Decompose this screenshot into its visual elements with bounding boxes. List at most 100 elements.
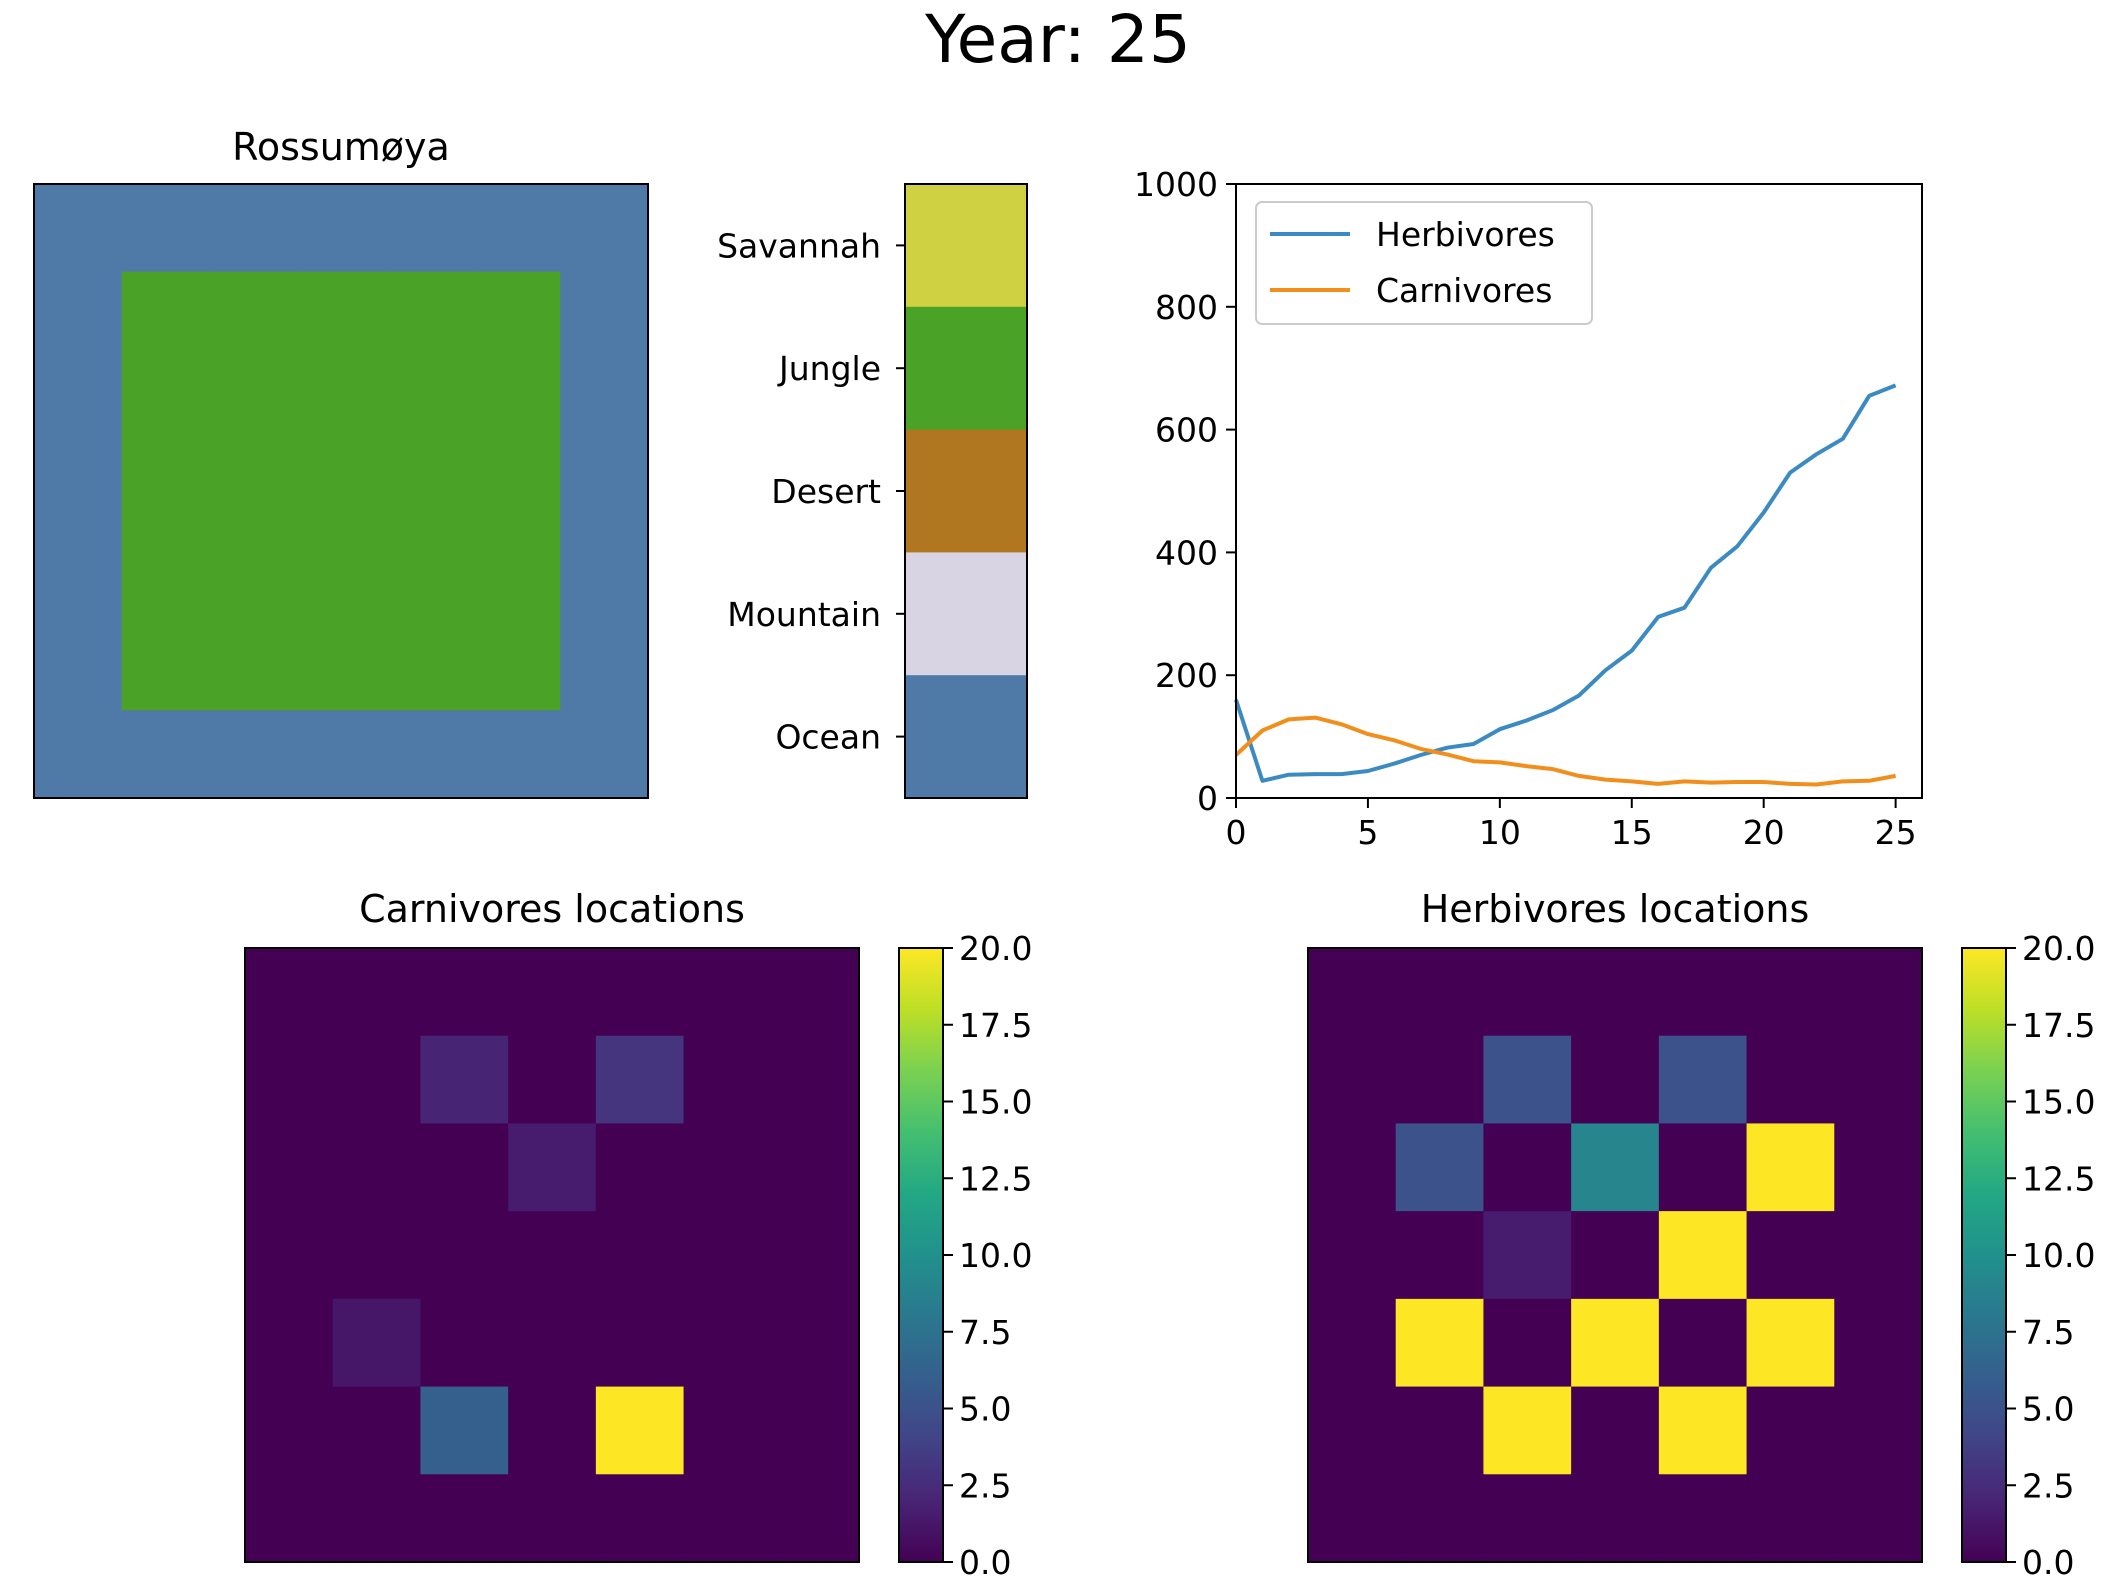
x-tick-label: 5 bbox=[1357, 813, 1378, 852]
heatmap-cell bbox=[1308, 1035, 1397, 1125]
heatmap-cell bbox=[420, 1386, 509, 1475]
y-tick-label: 200 bbox=[1155, 656, 1218, 695]
heatmap-cell bbox=[1746, 1211, 1835, 1300]
map-cell bbox=[560, 622, 649, 711]
heatmap-cell bbox=[1308, 1123, 1397, 1212]
colorbar-tick-label: 7.5 bbox=[2022, 1313, 2074, 1352]
map-cell bbox=[297, 184, 386, 273]
heatmap-cell bbox=[1308, 1298, 1397, 1388]
heatmap-cell bbox=[1308, 1211, 1397, 1300]
colorbar-tick-label: 10.0 bbox=[959, 1236, 1032, 1275]
y-tick-label: 800 bbox=[1155, 288, 1218, 327]
heatmap-cell bbox=[1483, 1035, 1572, 1125]
map-cell bbox=[472, 447, 561, 536]
heatmap-cell bbox=[420, 948, 509, 1037]
heatmap-cell bbox=[595, 948, 685, 1037]
heatmap-cell bbox=[1746, 1035, 1835, 1125]
heatmap-cell bbox=[332, 1386, 422, 1475]
herbivores-colorbar: 0.0 2.5 5.0 7.5 10.0 12.5 15.0 17.5 20.0 bbox=[1961, 929, 2095, 1582]
map-cell bbox=[560, 447, 649, 536]
heatmap-cell bbox=[1395, 1211, 1485, 1300]
heatmap-cell bbox=[1395, 948, 1485, 1037]
heatmap-cell bbox=[508, 1386, 597, 1475]
map-cell bbox=[560, 184, 649, 273]
key-swatch-savannah bbox=[905, 184, 1027, 308]
map-cell bbox=[560, 271, 649, 361]
heatmap-cell bbox=[1308, 1386, 1397, 1475]
heatmap-cell bbox=[683, 1386, 772, 1475]
population-line-chart: 0 5 10 15 20 25 0 200 400 600 800 1000 Herbivores Car… bbox=[1134, 165, 1923, 852]
colorbar-tick-label: 2.5 bbox=[2022, 1466, 2074, 1505]
heatmap-frame bbox=[244, 947, 860, 1563]
map-frame bbox=[33, 183, 649, 799]
heatmap-cell bbox=[1834, 948, 1923, 1037]
heatmap-cell bbox=[1571, 1035, 1660, 1125]
heatmap-cell bbox=[771, 1298, 860, 1388]
heatmap-cell bbox=[1658, 1474, 1748, 1563]
map-cell bbox=[384, 447, 474, 536]
heatmap-cell bbox=[1571, 1386, 1660, 1475]
map-cell bbox=[560, 710, 649, 799]
y-tick-label: 0 bbox=[1197, 779, 1218, 818]
map-cell bbox=[384, 271, 474, 361]
series-line-herbivores bbox=[1234, 383, 1897, 783]
map-cell bbox=[384, 710, 474, 799]
heatmap-cell bbox=[1395, 1298, 1485, 1388]
map-cell bbox=[121, 534, 211, 624]
heatmap-cell bbox=[1308, 1474, 1397, 1563]
heatmap-cell bbox=[595, 1386, 685, 1475]
colorbar-tick-label: 5.0 bbox=[2022, 1390, 2074, 1429]
map-cell bbox=[209, 447, 298, 536]
heatmap-cell bbox=[1658, 1211, 1748, 1300]
map-cell bbox=[472, 710, 561, 799]
y-tick-label: 1000 bbox=[1134, 165, 1218, 204]
map-cell bbox=[297, 622, 386, 711]
heatmap-cell bbox=[1658, 1123, 1748, 1212]
heatmap-cell bbox=[245, 1211, 334, 1300]
heatmap-cell bbox=[245, 1123, 334, 1212]
map-cell bbox=[121, 184, 211, 273]
legend-label-carnivores: Carnivores bbox=[1376, 271, 1552, 310]
heatmap-cell bbox=[771, 1386, 860, 1475]
heatmap-cell bbox=[771, 1035, 860, 1125]
heatmap-cell bbox=[332, 948, 422, 1037]
heatmap-cell bbox=[1571, 1474, 1660, 1563]
colorbar-tick-label: 17.5 bbox=[2022, 1006, 2095, 1045]
x-tick-label: 15 bbox=[1611, 813, 1653, 852]
heatmap-cell bbox=[1746, 1298, 1835, 1388]
colorbar-gradient bbox=[1961, 947, 2007, 1563]
heatmap-cell bbox=[420, 1035, 509, 1125]
map-cell bbox=[34, 710, 123, 799]
colorbar-tick-label: 15.0 bbox=[959, 1083, 1032, 1122]
key-frame bbox=[904, 183, 1028, 799]
heatmap-frame bbox=[1307, 947, 1923, 1563]
colorbar-tick-label: 12.5 bbox=[2022, 1159, 2095, 1198]
heatmap-cell bbox=[1571, 1123, 1660, 1212]
heatmap-cell bbox=[1395, 1386, 1485, 1475]
x-tick-label: 0 bbox=[1226, 813, 1247, 852]
legend-label-herbivores: Herbivores bbox=[1376, 215, 1555, 254]
map-cell bbox=[472, 622, 561, 711]
key-label-ocean: Ocean bbox=[775, 718, 881, 757]
colorbar-tick-label: 15.0 bbox=[2022, 1083, 2095, 1122]
heatmap-cell bbox=[1746, 1123, 1835, 1212]
map-title: Rossumøya bbox=[232, 125, 450, 169]
heatmap-cell bbox=[245, 948, 334, 1037]
map-cell bbox=[472, 271, 561, 361]
heatmap-cell bbox=[1834, 1386, 1923, 1475]
map-cell bbox=[34, 271, 123, 361]
map-cell bbox=[34, 447, 123, 536]
heatmap-cell bbox=[1658, 1035, 1748, 1125]
heatmap-cell bbox=[332, 1298, 422, 1388]
map-cell bbox=[472, 184, 561, 273]
heatmap-cell bbox=[595, 1211, 685, 1300]
colorbar-tick-label: 0.0 bbox=[959, 1543, 1011, 1582]
key-swatch-mountain bbox=[905, 552, 1027, 676]
map-cell bbox=[209, 534, 298, 624]
map-cell bbox=[384, 184, 474, 273]
heatmap-cell bbox=[1834, 1123, 1923, 1212]
heatmap-cell bbox=[1658, 1298, 1748, 1388]
map-cell bbox=[472, 359, 561, 448]
key-label-savannah: Savannah bbox=[717, 226, 881, 265]
